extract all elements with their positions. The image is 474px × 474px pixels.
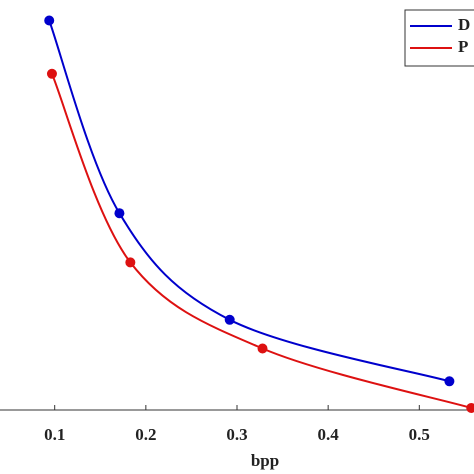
data-point	[224, 314, 235, 325]
x-tick-label: 0.3	[226, 425, 247, 444]
legend-label: D	[458, 15, 470, 34]
data-point	[466, 402, 474, 413]
x-tick-label: 0.5	[409, 425, 430, 444]
x-tick-label: 0.2	[135, 425, 156, 444]
data-point	[125, 257, 136, 268]
data-point	[114, 208, 125, 219]
x-axis-label: bpp	[251, 451, 279, 470]
x-tick-label: 0.4	[318, 425, 340, 444]
series-line	[48, 20, 450, 383]
data-point	[46, 68, 57, 79]
data-point	[44, 15, 55, 26]
series-line	[51, 73, 472, 409]
legend-box	[404, 9, 474, 67]
legend-label: P	[458, 37, 468, 56]
x-tick-label: 0.1	[44, 425, 65, 444]
data-point	[444, 376, 455, 387]
data-point	[257, 343, 268, 354]
